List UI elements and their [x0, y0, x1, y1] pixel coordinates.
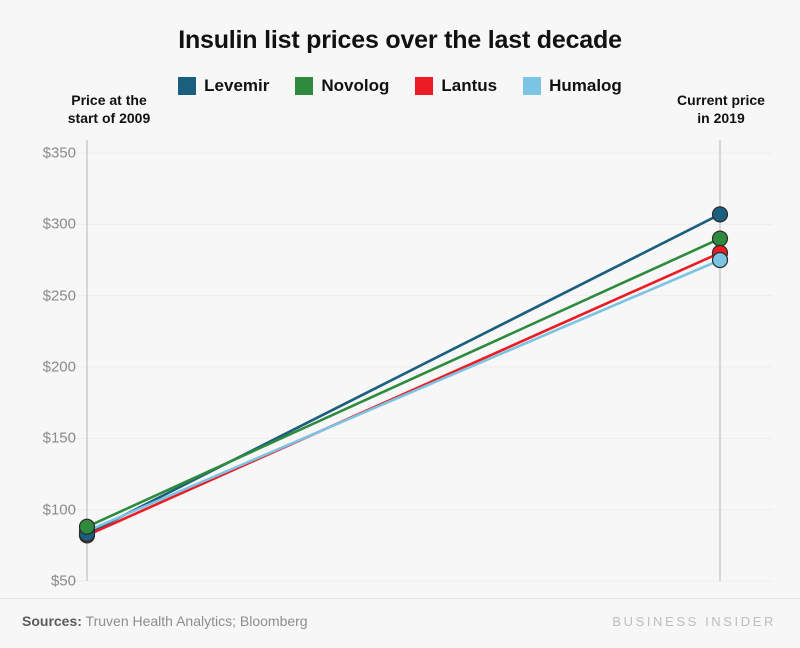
annotation-start-price-line2: start of 2009 — [67, 109, 151, 126]
legend-swatch-icon — [523, 77, 542, 95]
legend-item-lantus[interactable]: Lantus — [415, 76, 497, 96]
legend-item-novolog[interactable]: Novolog — [295, 76, 389, 96]
annotation-start-price: Price at the start of 2009 — [34, 92, 184, 127]
legend-item-label: Lantus — [441, 76, 498, 95]
footer-sources-value: Truven Health Analytics; Bloomberg — [81, 613, 308, 629]
y-axis-tick-label: $50 — [50, 572, 76, 590]
series-line-humalog — [85, 258, 722, 533]
legend-item-humalog[interactable]: Humalog — [523, 76, 622, 96]
annotation-start-price-line1: Price at the — [71, 92, 147, 108]
legend-item-levemir[interactable]: Levemir — [178, 76, 269, 96]
footer-sources: Sources: Truven Health Analytics; Bloomb… — [22, 613, 308, 629]
brand-logo: BUSINESS INSIDER — [612, 614, 776, 629]
series-line-lantus — [85, 251, 722, 537]
legend-swatch-icon — [295, 77, 314, 95]
y-axis-tick-label: $100 — [42, 501, 76, 519]
legend-item-label: Levemir — [204, 76, 270, 95]
y-axis-tick-label: $300 — [42, 215, 76, 233]
footer-sources-label: Sources: — [22, 613, 82, 629]
data-point-levemir-2019 — [711, 206, 729, 223]
data-point-novolog-2009 — [78, 518, 96, 535]
annotation-current-price-line1: Current price — [677, 92, 765, 108]
chart-legend: Levemir Novolog Lantus Humalog — [0, 76, 800, 96]
y-axis-tick-label: $350 — [42, 144, 76, 162]
series-line-levemir — [85, 213, 722, 536]
series-line-novolog — [85, 237, 722, 529]
annotation-current-price: Current price in 2019 — [648, 92, 794, 127]
legend-item-label: Novolog — [321, 76, 390, 95]
footer-divider — [0, 598, 800, 599]
data-point-novolog-2019 — [711, 230, 729, 247]
data-point-humalog-2019 — [711, 251, 729, 269]
annotation-current-price-line2: in 2019 — [697, 109, 745, 126]
legend-item-label: Humalog — [549, 76, 622, 95]
legend-swatch-icon — [178, 77, 197, 95]
y-axis-tick-label: $200 — [42, 358, 76, 376]
page-title: Insulin list prices over the last decade — [178, 26, 622, 54]
legend-swatch-icon — [415, 77, 434, 95]
y-axis-tick-label: $150 — [42, 429, 76, 447]
y-axis-tick-label: $250 — [42, 287, 76, 305]
